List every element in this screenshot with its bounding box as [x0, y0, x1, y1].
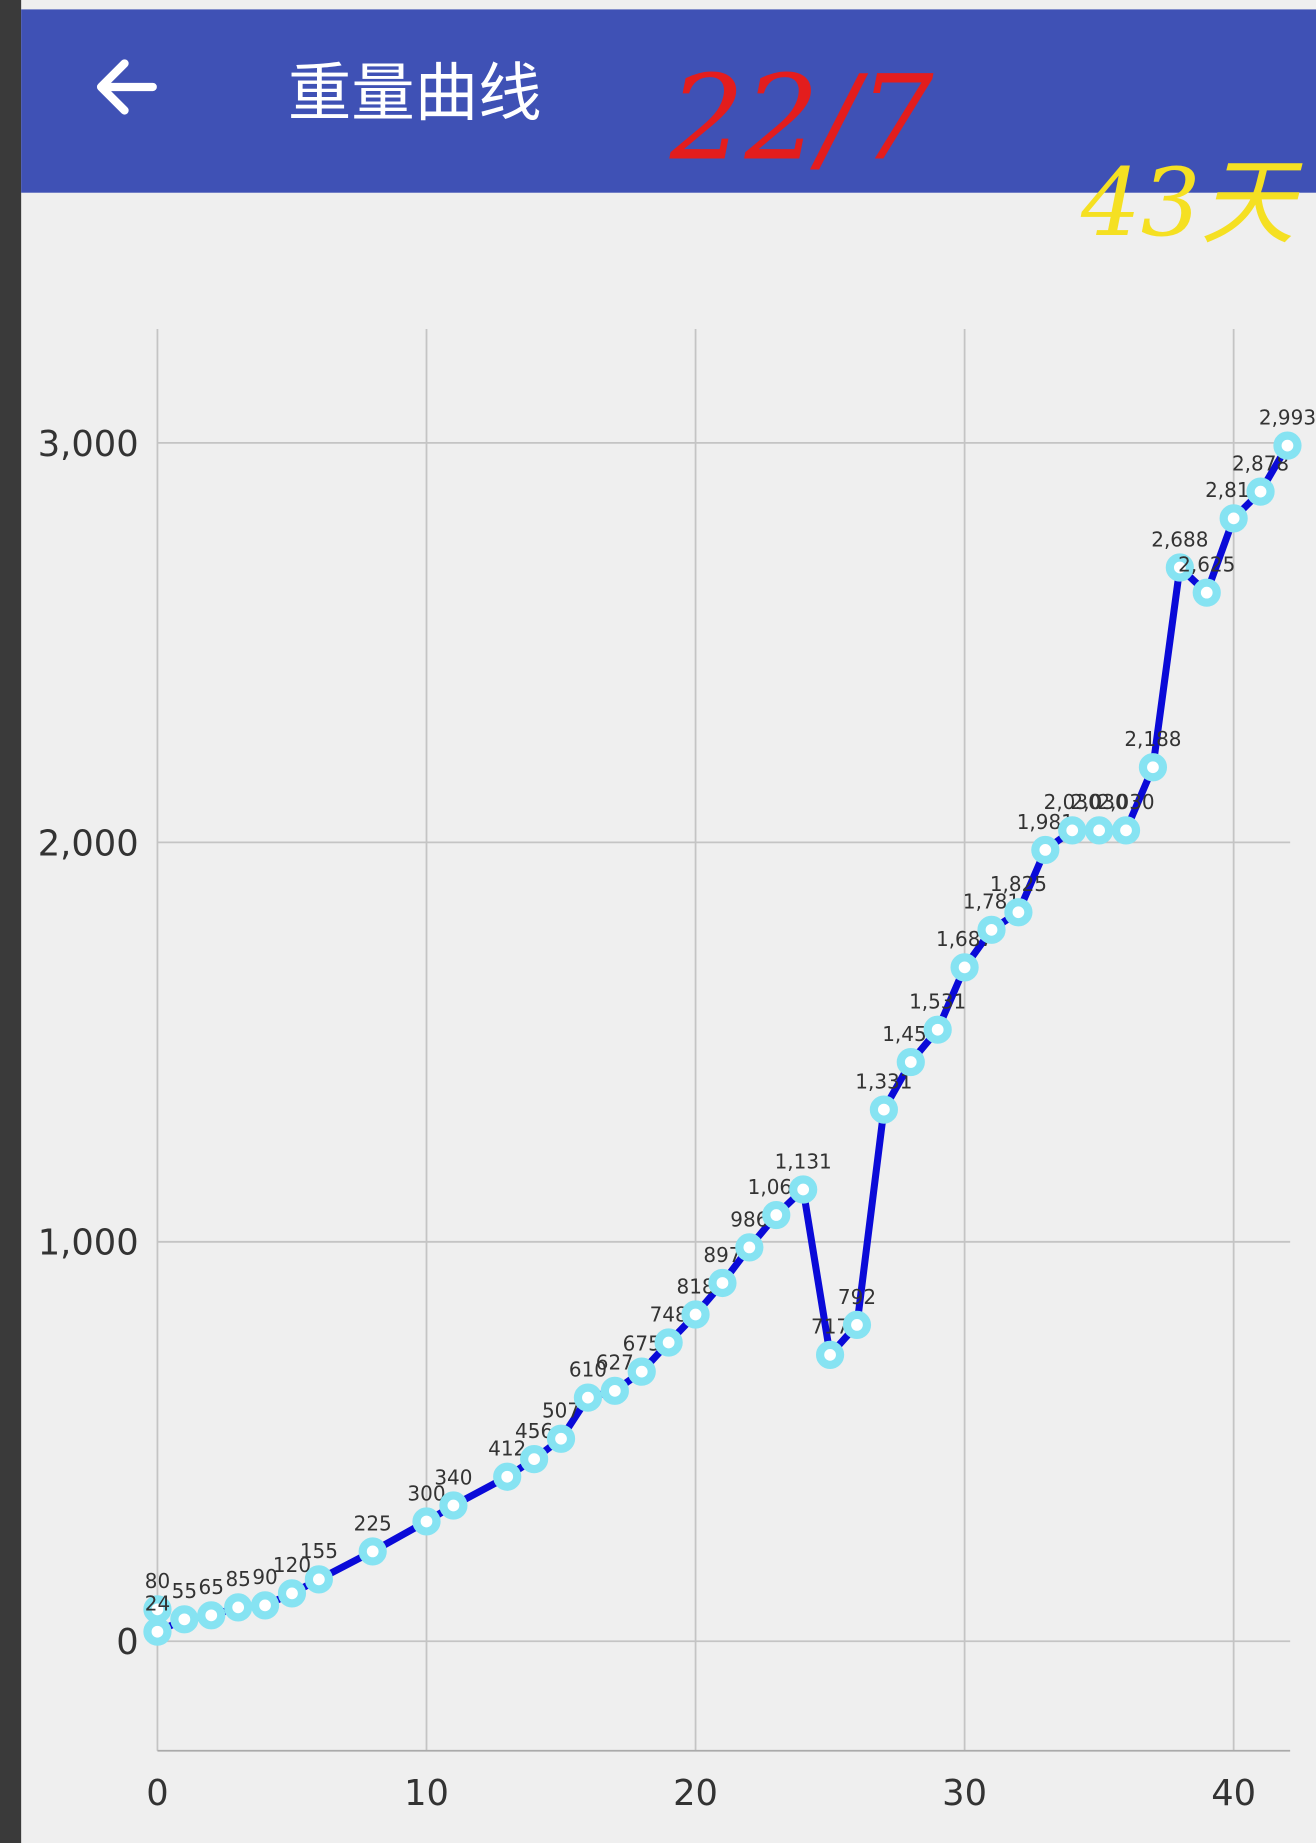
- data-point: [793, 1179, 813, 1199]
- handwritten-note: 22/7: [669, 50, 934, 187]
- data-point: [201, 1605, 221, 1625]
- data-point: [928, 1020, 948, 1040]
- value-label: 340: [434, 1465, 472, 1489]
- data-point: [497, 1467, 517, 1487]
- value-label: 65: [199, 1575, 224, 1599]
- data-point: [1143, 757, 1163, 777]
- value-label: 85: [225, 1567, 250, 1591]
- data-point: [309, 1569, 329, 1589]
- value-label: 24: [145, 1592, 170, 1616]
- data-point: [1008, 902, 1028, 922]
- background: [0, 0, 1316, 1843]
- value-label: 792: [838, 1285, 876, 1309]
- data-point: [632, 1362, 652, 1382]
- data-point: [766, 1205, 786, 1225]
- x-tick-label: 10: [404, 1773, 449, 1814]
- data-point: [174, 1609, 194, 1629]
- y-tick-label: 1,000: [38, 1223, 139, 1264]
- data-point: [1062, 820, 1082, 840]
- y-tick-label: 3,000: [38, 424, 139, 465]
- value-label: 2,188: [1124, 727, 1181, 751]
- data-point: [982, 920, 1002, 940]
- data-point: [901, 1052, 921, 1072]
- value-label: 2,030: [1097, 790, 1154, 814]
- data-point: [686, 1305, 706, 1325]
- data-point: [1035, 840, 1055, 860]
- data-point: [282, 1583, 302, 1603]
- data-point: [1197, 583, 1217, 603]
- value-label: 80: [145, 1569, 170, 1593]
- screen: 重量曲线 22/7 43天 0 10 20 30 40 0 1,000 2,000 3,000 8…: [0, 0, 1316, 1843]
- data-point: [443, 1495, 463, 1515]
- y-tick-label: 2,000: [38, 823, 139, 864]
- value-label: 1,531: [909, 990, 966, 1014]
- handwritten-note: 43天: [1080, 149, 1303, 258]
- data-point: [712, 1273, 732, 1293]
- data-point: [605, 1381, 625, 1401]
- data-point: [147, 1622, 167, 1642]
- value-label: 225: [354, 1511, 392, 1535]
- value-label: 507: [542, 1399, 580, 1423]
- y-tick-label: 0: [116, 1622, 138, 1663]
- data-point: [1251, 482, 1271, 502]
- data-point: [955, 957, 975, 977]
- data-point: [847, 1315, 867, 1335]
- value-label: 986: [730, 1207, 768, 1231]
- data-point: [524, 1449, 544, 1469]
- data-point: [659, 1333, 679, 1353]
- value-label: 55: [172, 1579, 197, 1603]
- data-point: [551, 1429, 571, 1449]
- data-point: [417, 1511, 437, 1531]
- value-label: 1,825: [990, 872, 1047, 896]
- data-point: [1089, 820, 1109, 840]
- data-point: [1224, 508, 1244, 528]
- data-point: [1116, 820, 1136, 840]
- x-tick-label: 20: [673, 1773, 718, 1814]
- data-point: [820, 1345, 840, 1365]
- value-label: 2,688: [1151, 527, 1208, 551]
- value-label: 2,625: [1178, 553, 1235, 577]
- data-point: [1277, 436, 1297, 456]
- data-point: [739, 1237, 759, 1257]
- app-title: 重量曲线: [288, 56, 542, 130]
- value-label: 1,131: [775, 1149, 832, 1173]
- left-edge: [0, 0, 21, 1843]
- data-point: [363, 1541, 383, 1561]
- value-label: 155: [300, 1539, 338, 1563]
- x-tick-label: 40: [1211, 1773, 1256, 1814]
- data-point: [255, 1595, 275, 1615]
- data-point: [874, 1100, 894, 1120]
- x-tick-label: 0: [146, 1773, 168, 1814]
- data-point: [578, 1388, 598, 1408]
- x-tick-label: 30: [942, 1773, 987, 1814]
- page: {"chart_data": { "type": "line", "title"…: [0, 0, 1316, 1843]
- data-point: [228, 1597, 248, 1617]
- value-label: 2,993: [1259, 406, 1316, 430]
